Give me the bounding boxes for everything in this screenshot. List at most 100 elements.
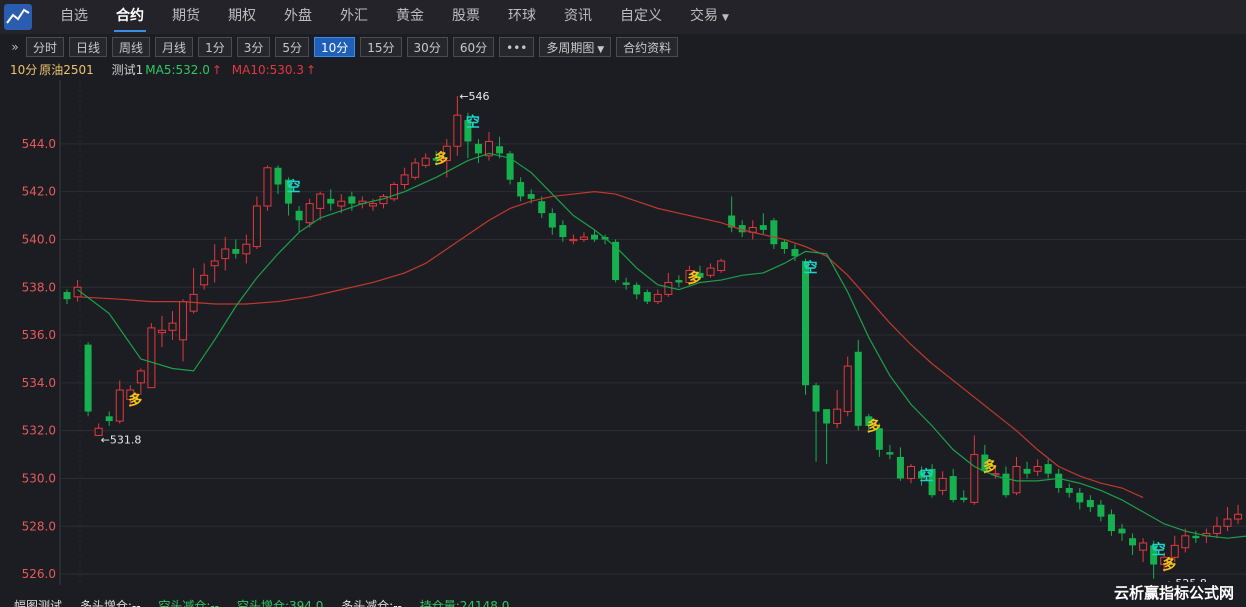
candle-body (1223, 518, 1232, 527)
period-button-1[interactable]: 日线 (69, 37, 108, 57)
open-interest-value: 持仓量:24148.0 (419, 599, 510, 607)
candle-body (886, 452, 894, 455)
candle-body (252, 205, 261, 248)
nav-item-label: 资讯 (564, 8, 592, 24)
extreme-value-label: ←531.8 (101, 433, 142, 446)
nav-item-5[interactable]: 外汇 (326, 0, 382, 35)
candle-body (221, 248, 230, 260)
candle-body (285, 179, 293, 204)
nav-item-7[interactable]: 股票 (438, 0, 494, 35)
candle-body (337, 200, 346, 207)
period-button-0[interactable]: 分时 (26, 37, 65, 57)
period-button-label: 合约资料 (623, 41, 672, 55)
period-button-4[interactable]: 1分 (198, 37, 232, 57)
kong-signal-label: 空 (1152, 542, 1166, 559)
nav-item-label: 外盘 (284, 8, 312, 24)
candle-body (960, 497, 968, 500)
extreme-value-label: ←525.8 (1166, 577, 1207, 585)
period-button-10[interactable]: 60分 (452, 37, 495, 57)
period-button-2[interactable]: 周线 (112, 37, 151, 57)
candle-body (1055, 473, 1063, 489)
nav-item-2[interactable]: 期货 (158, 0, 214, 35)
candle-body (1129, 538, 1137, 546)
candle-body (833, 408, 842, 424)
nav-item-label: 股票 (452, 8, 480, 24)
nav-item-4[interactable]: 外盘 (270, 0, 326, 35)
candlestick-chart[interactable]: 544.0 542.0 540.0 538.0 536.0 534.0 532.0 530.0… (0, 80, 1246, 585)
candle-body (1065, 488, 1073, 493)
ma10-line (77, 191, 1144, 499)
candle-body (591, 234, 598, 240)
duo-signal-label: 多 (687, 270, 701, 287)
candle-body (263, 167, 272, 207)
candle-body (84, 344, 92, 412)
candle-body (179, 301, 188, 341)
caret-down-icon: ▼ (594, 45, 605, 55)
candle-body (1160, 556, 1169, 565)
period-button-3[interactable]: 月线 (155, 37, 194, 57)
candle-body (938, 477, 947, 491)
period-button-label: 日线 (76, 41, 101, 55)
candle-body (706, 267, 715, 276)
candle-body (157, 329, 166, 334)
app-logo-icon[interactable] (4, 4, 32, 30)
candle-body (1033, 466, 1042, 472)
nav-item-3[interactable]: 期权 (214, 0, 270, 35)
candle-body (1044, 464, 1052, 474)
candle-body (105, 416, 113, 422)
candle-body (168, 322, 177, 331)
candle-body (664, 281, 673, 295)
double-chevron-right-icon[interactable]: » (11, 40, 19, 54)
candle-body (432, 158, 440, 161)
nav-item-label: 外汇 (340, 8, 368, 24)
ma10-value: MA10:530.3 (231, 63, 305, 77)
candle-body (548, 213, 556, 228)
period-buttons: 分时 日线 周线 月线 1分 3分 5分 10分 15分 30分 60分 ••• 多周期图 ▼ 合约资料 (26, 37, 683, 57)
candle-body (1139, 542, 1148, 551)
extreme-value-label: ←546 (459, 90, 489, 103)
candle-body (717, 260, 726, 272)
candle-body (633, 284, 641, 295)
period-button-label: 周线 (119, 41, 144, 55)
period-button-7[interactable]: 10分 (313, 37, 356, 57)
candle-body (907, 466, 915, 479)
candle-body (981, 454, 989, 472)
candle-body (538, 201, 546, 214)
period-button-5[interactable]: 3分 (236, 37, 271, 57)
kong-signal-label: 空 (920, 468, 934, 485)
candle-body (685, 270, 694, 283)
y-tick-label: 544.0 (22, 137, 56, 151)
period-button-8[interactable]: 15分 (360, 37, 402, 57)
y-tick-label: 526.0 (22, 567, 56, 581)
nav-item-10[interactable]: 自定义 (606, 0, 676, 35)
candle-body (474, 143, 482, 154)
period-label: 10分 (10, 63, 38, 77)
period-button-11[interactable]: ••• (499, 37, 535, 57)
nav-item-1[interactable]: 合约 (102, 0, 158, 35)
candle-body (200, 274, 209, 286)
candle-body (348, 196, 356, 204)
period-button-12[interactable]: 多周期图 ▼ (539, 37, 612, 57)
candle-body (242, 243, 251, 255)
duo-signal-label: 多 (128, 392, 142, 409)
candle-body (1212, 525, 1221, 534)
period-button-label: 15分 (367, 41, 395, 55)
candle-body (1012, 466, 1021, 494)
nav-item-0[interactable]: 自选 (46, 0, 102, 35)
y-tick-label: 534.0 (22, 376, 56, 390)
nav-item-11[interactable]: 交易 ▼ (676, 0, 743, 35)
kong-sub-value: 空头减仓:-- (158, 599, 220, 607)
period-button-6[interactable]: 5分 (275, 37, 309, 57)
candle-body (770, 220, 778, 245)
candle-body (802, 260, 809, 386)
y-tick-label: 542.0 (22, 185, 56, 199)
y-tick-label: 532.0 (22, 424, 56, 438)
nav-item-8[interactable]: 环球 (494, 0, 550, 35)
top-navigation: 自选 合约 期货 期权 外盘 外汇 黄金 股票 环球 资讯 自定义 交易 ▼ (0, 0, 1246, 34)
candle-body (453, 114, 462, 147)
period-button-13[interactable]: 合约资料 (616, 37, 679, 57)
candle-body (1150, 545, 1158, 565)
nav-item-9[interactable]: 资讯 (550, 0, 606, 35)
period-button-9[interactable]: 30分 (406, 37, 448, 57)
nav-item-6[interactable]: 黄金 (382, 0, 438, 35)
